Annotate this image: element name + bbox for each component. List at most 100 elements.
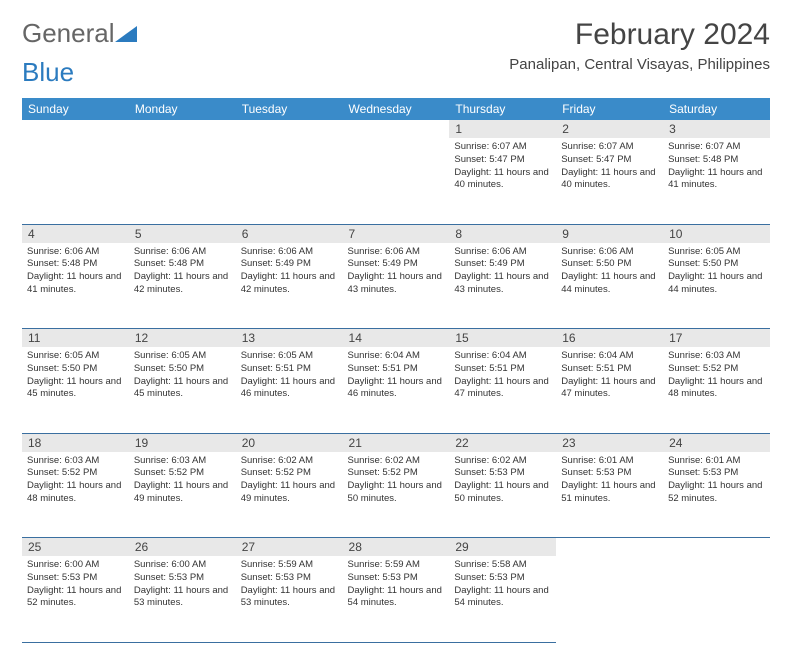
sunset-line: Sunset: 5:53 PM: [27, 572, 124, 585]
day-details: Sunrise: 6:02 AMSunset: 5:52 PMDaylight:…: [348, 452, 445, 506]
sunrise-line: Sunrise: 6:05 AM: [668, 246, 765, 259]
daylight-line: Daylight: 11 hours and 50 minutes.: [454, 480, 551, 506]
day-details: Sunrise: 6:04 AMSunset: 5:51 PMDaylight:…: [454, 347, 551, 401]
sunset-line: Sunset: 5:48 PM: [134, 258, 231, 271]
sunset-line: Sunset: 5:49 PM: [241, 258, 338, 271]
sunrise-line: Sunrise: 6:07 AM: [561, 141, 658, 154]
day-details: Sunrise: 6:07 AMSunset: 5:48 PMDaylight:…: [668, 138, 765, 192]
daylight-line: Daylight: 11 hours and 51 minutes.: [561, 480, 658, 506]
day-cell: [236, 138, 343, 224]
sunrise-line: Sunrise: 6:02 AM: [454, 455, 551, 468]
month-title: February 2024: [509, 18, 770, 52]
day-details: Sunrise: 6:05 AMSunset: 5:51 PMDaylight:…: [241, 347, 338, 401]
sunrise-line: Sunrise: 6:05 AM: [241, 350, 338, 363]
day-number-cell: 13: [236, 329, 343, 348]
sunrise-line: Sunrise: 5:59 AM: [241, 559, 338, 572]
day-details: Sunrise: 6:06 AMSunset: 5:48 PMDaylight:…: [27, 243, 124, 297]
sunset-line: Sunset: 5:53 PM: [348, 572, 445, 585]
logo-text-blue: Blue: [22, 57, 74, 88]
day-cell: Sunrise: 6:03 AMSunset: 5:52 PMDaylight:…: [129, 452, 236, 538]
dow-header-cell: Sunday: [22, 98, 129, 120]
dow-header-cell: Thursday: [449, 98, 556, 120]
day-number-cell: 29: [449, 538, 556, 557]
day-details: Sunrise: 6:04 AMSunset: 5:51 PMDaylight:…: [561, 347, 658, 401]
dow-header-row: SundayMondayTuesdayWednesdayThursdayFrid…: [22, 98, 770, 120]
day-cell: Sunrise: 6:06 AMSunset: 5:48 PMDaylight:…: [22, 243, 129, 329]
day-number-cell: 3: [663, 120, 770, 138]
sunrise-line: Sunrise: 6:06 AM: [348, 246, 445, 259]
daylight-line: Daylight: 11 hours and 52 minutes.: [27, 585, 124, 611]
day-details: Sunrise: 6:07 AMSunset: 5:47 PMDaylight:…: [454, 138, 551, 192]
sunrise-line: Sunrise: 6:05 AM: [27, 350, 124, 363]
sunset-line: Sunset: 5:51 PM: [241, 363, 338, 376]
day-cell: Sunrise: 6:06 AMSunset: 5:49 PMDaylight:…: [236, 243, 343, 329]
day-cell: Sunrise: 6:00 AMSunset: 5:53 PMDaylight:…: [129, 556, 236, 642]
day-number-cell: 16: [556, 329, 663, 348]
day-number-cell: 5: [129, 224, 236, 243]
day-cell: Sunrise: 6:05 AMSunset: 5:50 PMDaylight:…: [663, 243, 770, 329]
day-details: Sunrise: 5:59 AMSunset: 5:53 PMDaylight:…: [241, 556, 338, 610]
day-details: Sunrise: 5:58 AMSunset: 5:53 PMDaylight:…: [454, 556, 551, 610]
daylight-line: Daylight: 11 hours and 45 minutes.: [134, 376, 231, 402]
sunset-line: Sunset: 5:52 PM: [241, 467, 338, 480]
daylight-line: Daylight: 11 hours and 49 minutes.: [241, 480, 338, 506]
sunrise-line: Sunrise: 6:07 AM: [454, 141, 551, 154]
day-number-cell: [663, 538, 770, 557]
daylight-line: Daylight: 11 hours and 41 minutes.: [668, 167, 765, 193]
daylight-line: Daylight: 11 hours and 44 minutes.: [668, 271, 765, 297]
sunset-line: Sunset: 5:48 PM: [27, 258, 124, 271]
day-number-cell: 25: [22, 538, 129, 557]
day-number-cell: 24: [663, 433, 770, 452]
day-cell: Sunrise: 6:03 AMSunset: 5:52 PMDaylight:…: [663, 347, 770, 433]
sunrise-line: Sunrise: 6:03 AM: [668, 350, 765, 363]
day-details: Sunrise: 6:05 AMSunset: 5:50 PMDaylight:…: [27, 347, 124, 401]
daylight-line: Daylight: 11 hours and 46 minutes.: [241, 376, 338, 402]
day-cell: Sunrise: 6:04 AMSunset: 5:51 PMDaylight:…: [343, 347, 450, 433]
day-cell: Sunrise: 5:59 AMSunset: 5:53 PMDaylight:…: [236, 556, 343, 642]
sunrise-line: Sunrise: 6:02 AM: [241, 455, 338, 468]
daylight-line: Daylight: 11 hours and 42 minutes.: [241, 271, 338, 297]
sunset-line: Sunset: 5:52 PM: [134, 467, 231, 480]
sunrise-line: Sunrise: 6:06 AM: [134, 246, 231, 259]
day-cell: [22, 138, 129, 224]
day-number-cell: 11: [22, 329, 129, 348]
day-details: Sunrise: 6:03 AMSunset: 5:52 PMDaylight:…: [27, 452, 124, 506]
day-number-row: 45678910: [22, 224, 770, 243]
sunrise-line: Sunrise: 6:01 AM: [668, 455, 765, 468]
sunset-line: Sunset: 5:51 PM: [454, 363, 551, 376]
day-cell: Sunrise: 6:02 AMSunset: 5:53 PMDaylight:…: [449, 452, 556, 538]
day-number-cell: [22, 120, 129, 138]
dow-header-cell: Friday: [556, 98, 663, 120]
day-number-cell: 2: [556, 120, 663, 138]
sunset-line: Sunset: 5:53 PM: [668, 467, 765, 480]
sunrise-line: Sunrise: 6:06 AM: [241, 246, 338, 259]
daylight-line: Daylight: 11 hours and 41 minutes.: [27, 271, 124, 297]
day-cell: [343, 138, 450, 224]
daylight-line: Daylight: 11 hours and 52 minutes.: [668, 480, 765, 506]
daylight-line: Daylight: 11 hours and 44 minutes.: [561, 271, 658, 297]
sunset-line: Sunset: 5:53 PM: [454, 467, 551, 480]
day-number-cell: 23: [556, 433, 663, 452]
day-details: Sunrise: 6:01 AMSunset: 5:53 PMDaylight:…: [668, 452, 765, 506]
sunset-line: Sunset: 5:47 PM: [561, 154, 658, 167]
calendar-page: General February 2024 Panalipan, Central…: [0, 0, 792, 653]
sunrise-line: Sunrise: 6:00 AM: [27, 559, 124, 572]
sunset-line: Sunset: 5:50 PM: [561, 258, 658, 271]
daylight-line: Daylight: 11 hours and 49 minutes.: [134, 480, 231, 506]
day-cell: Sunrise: 6:07 AMSunset: 5:47 PMDaylight:…: [556, 138, 663, 224]
sunrise-line: Sunrise: 6:04 AM: [348, 350, 445, 363]
day-cell: Sunrise: 6:00 AMSunset: 5:53 PMDaylight:…: [22, 556, 129, 642]
daylight-line: Daylight: 11 hours and 53 minutes.: [134, 585, 231, 611]
day-number-cell: [129, 120, 236, 138]
daylight-line: Daylight: 11 hours and 47 minutes.: [561, 376, 658, 402]
daylight-line: Daylight: 11 hours and 46 minutes.: [348, 376, 445, 402]
day-number-cell: 9: [556, 224, 663, 243]
day-cell: Sunrise: 6:05 AMSunset: 5:51 PMDaylight:…: [236, 347, 343, 433]
day-number-row: 123: [22, 120, 770, 138]
sunset-line: Sunset: 5:52 PM: [27, 467, 124, 480]
sunset-line: Sunset: 5:48 PM: [668, 154, 765, 167]
sunrise-line: Sunrise: 6:00 AM: [134, 559, 231, 572]
day-number-row: 2526272829: [22, 538, 770, 557]
day-details: Sunrise: 6:03 AMSunset: 5:52 PMDaylight:…: [668, 347, 765, 401]
daylight-line: Daylight: 11 hours and 43 minutes.: [454, 271, 551, 297]
